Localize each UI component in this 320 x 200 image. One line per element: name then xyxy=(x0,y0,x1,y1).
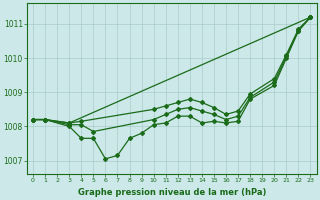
X-axis label: Graphe pression niveau de la mer (hPa): Graphe pression niveau de la mer (hPa) xyxy=(77,188,266,197)
